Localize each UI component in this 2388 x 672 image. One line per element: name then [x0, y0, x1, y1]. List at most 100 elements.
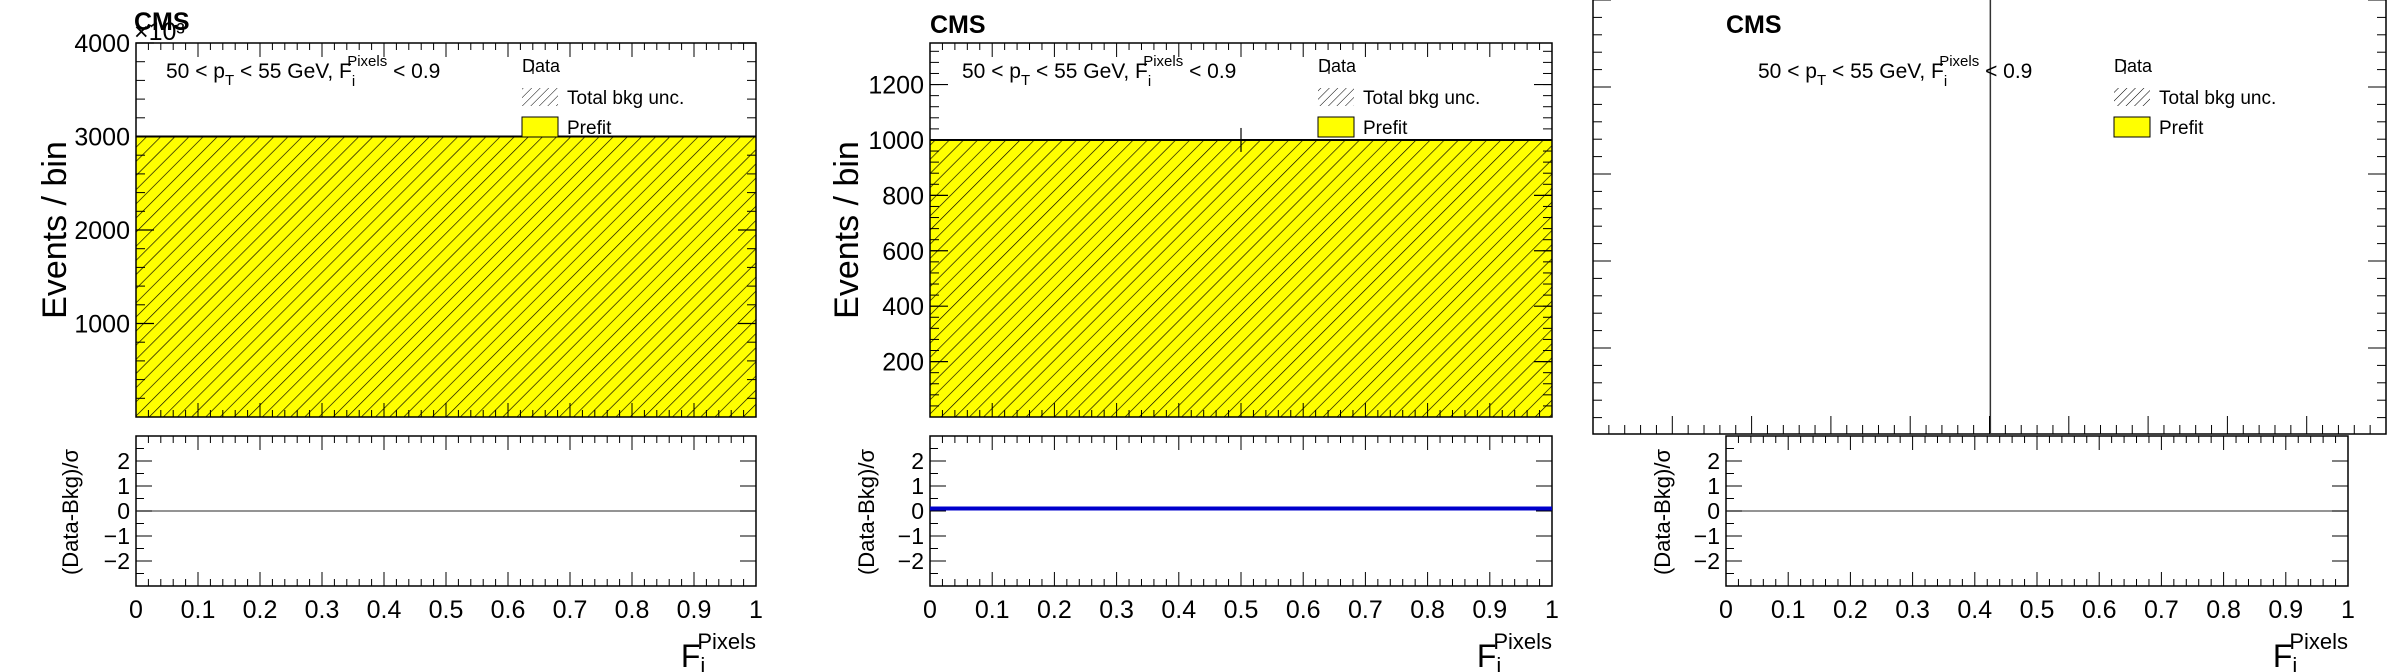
x-tick-label: 0.5 — [1224, 596, 1259, 624]
x-tick-label: 0.3 — [305, 596, 340, 624]
x-tick-label: 0.2 — [1833, 596, 1868, 624]
y-exponent-label: ×10³ — [134, 18, 185, 46]
x-tick-label: 0.5 — [2020, 596, 2055, 624]
main-plot: 1000 2000 3000 4000 — [74, 30, 757, 418]
legend-unc-swatch — [1318, 88, 1354, 106]
x-tick-label: 0.6 — [1286, 596, 1321, 624]
ratio-y-tick-label: −2 — [898, 548, 924, 574]
legend-unc-label: Total bkg unc. — [567, 88, 684, 109]
x-tick-label: 0 — [1719, 596, 1733, 624]
bkg-unc-band — [930, 139, 1552, 418]
cms-label: CMS — [1726, 11, 1782, 39]
x-tick-label: 1 — [749, 596, 763, 624]
legend: Data Total bkg unc. Prefit — [2113, 56, 2276, 139]
ratio-y-tick-label: 0 — [911, 498, 924, 524]
x-tick-label: 0.2 — [243, 596, 278, 624]
legend-data-label: Data — [522, 56, 561, 76]
x-tick-label: 0.9 — [677, 596, 712, 624]
legend-prefit-label: Prefit — [2159, 118, 2204, 139]
y-tick-label: 200 — [882, 349, 924, 377]
legend-unc-swatch — [2114, 88, 2150, 106]
y-tick-label: 800 — [882, 182, 924, 210]
x-minor-ticks — [1592, 416, 2387, 434]
x-tick-label: 0.4 — [367, 596, 402, 624]
x-tick-label: 0.4 — [1957, 596, 1992, 624]
x-tick-label: 0.6 — [491, 596, 526, 624]
legend-prefit-swatch — [1317, 116, 1355, 138]
x-tick-label: 0.5 — [429, 596, 464, 624]
x-minor-ticks — [135, 43, 757, 417]
bkg-unc-band — [136, 136, 756, 417]
x-tick-label: 0.6 — [2082, 596, 2117, 624]
ratio-y-tick-label: 2 — [911, 448, 924, 474]
y-tick-label: 4000 — [74, 30, 130, 58]
ratio-y-tick-label: 1 — [1707, 473, 1720, 499]
ratio-y-axis-label: (Data-Bkg)/σ — [1650, 449, 1675, 575]
y-axis-label: Events / bin — [36, 141, 74, 319]
ratio-y-tick-label: 2 — [1707, 448, 1720, 474]
main-plot — [1592, 0, 2387, 435]
legend-unc-swatch — [522, 88, 558, 106]
x-axis: 0 0.1 0.2 0.3 0.4 0.5 0.6 0.7 0.8 0.9 1 — [1719, 436, 2355, 624]
x-tick-label: 0.1 — [181, 596, 216, 624]
x-tick-label: 0.7 — [553, 596, 588, 624]
y-tick-label: 1000 — [74, 311, 130, 339]
x-tick-label: 0.1 — [1771, 596, 1806, 624]
ratio-frame — [929, 435, 1553, 587]
ratio-y-tick-label: 0 — [1707, 498, 1720, 524]
ratio-y-axis-label: (Data-Bkg)/σ — [58, 449, 83, 575]
ratio-y-tick-label: −1 — [104, 523, 130, 549]
legend-prefit-label: Prefit — [567, 118, 612, 139]
x-tick-label: 0.7 — [1348, 596, 1383, 624]
x-tick-label: 0.4 — [1161, 596, 1196, 624]
legend-unc-label: Total bkg unc. — [1363, 88, 1480, 109]
ratio-y-tick-label: −1 — [1694, 523, 1720, 549]
panel-left: CMS ×10³ 1000 2000 3000 4000 Events / bin 5… — [36, 8, 763, 672]
legend-data-label: Data — [1318, 56, 1357, 76]
x-tick-label: 0.9 — [2268, 596, 2303, 624]
selection-label: 50 < pT < 55 GeV, FiPixels < 0.9 — [1758, 53, 2032, 90]
ratio-y-axis-label: (Data-Bkg)/σ — [854, 449, 879, 575]
x-tick-label: 0 — [923, 596, 937, 624]
ratio-y-tick-label: 0 — [117, 498, 130, 524]
x-minor-ticks — [929, 43, 1553, 417]
x-tick-label: 0.3 — [1099, 596, 1134, 624]
x-tick-label: 1 — [1545, 596, 1559, 624]
y-tick-label: 600 — [882, 238, 924, 266]
x-tick-label: 0.9 — [1472, 596, 1507, 624]
y-axis — [1593, 0, 2386, 419]
y-axis: 200 400 600 800 1000 1200 — [868, 50, 1552, 418]
x-tick-label: 0.3 — [1895, 596, 1930, 624]
legend-prefit-label: Prefit — [1363, 118, 1408, 139]
x-axis: 0 0.1 0.2 0.3 0.4 0.5 0.6 0.7 0.8 0.9 1 — [129, 436, 763, 624]
x-tick-label: 0 — [129, 596, 143, 624]
x-axis-label: FiPixels — [2273, 629, 2348, 672]
legend-prefit-swatch — [521, 116, 559, 138]
x-tick-label: 0.8 — [2206, 596, 2241, 624]
ratio-y-tick-label: 1 — [117, 473, 130, 499]
y-tick-label: 400 — [882, 293, 924, 321]
x-axis-label: FiPixels — [681, 629, 756, 672]
ratio-y-tick-label: 2 — [117, 448, 130, 474]
x-tick-label: 0.8 — [615, 596, 650, 624]
y-axis-label: Events / bin — [828, 141, 866, 319]
panel-right: CMS 50 < pT < 55 GeV, FiPixels < 0.9 Dat… — [1592, 0, 2387, 672]
y-tick-label: 1200 — [868, 72, 924, 100]
x-tick-label: 0.8 — [1410, 596, 1445, 624]
ratio-y-tick-label: −1 — [898, 523, 924, 549]
ratio-y-tick-label: −2 — [104, 548, 130, 574]
legend: Data Total bkg unc. Prefit — [521, 56, 684, 139]
cms-label: CMS — [930, 11, 986, 39]
ratio-y-tick-label: −2 — [1694, 548, 1720, 574]
x-axis: 0 0.1 0.2 0.3 0.4 0.5 0.6 0.7 0.8 0.9 1 — [923, 436, 1559, 624]
main-plot: 200 400 600 800 1000 1200 — [868, 42, 1553, 418]
selection-label: 50 < pT < 55 GeV, FiPixels < 0.9 — [962, 53, 1236, 90]
y-tick-label: 3000 — [74, 124, 130, 152]
selection-label: 50 < pT < 55 GeV, FiPixels < 0.9 — [166, 53, 440, 90]
